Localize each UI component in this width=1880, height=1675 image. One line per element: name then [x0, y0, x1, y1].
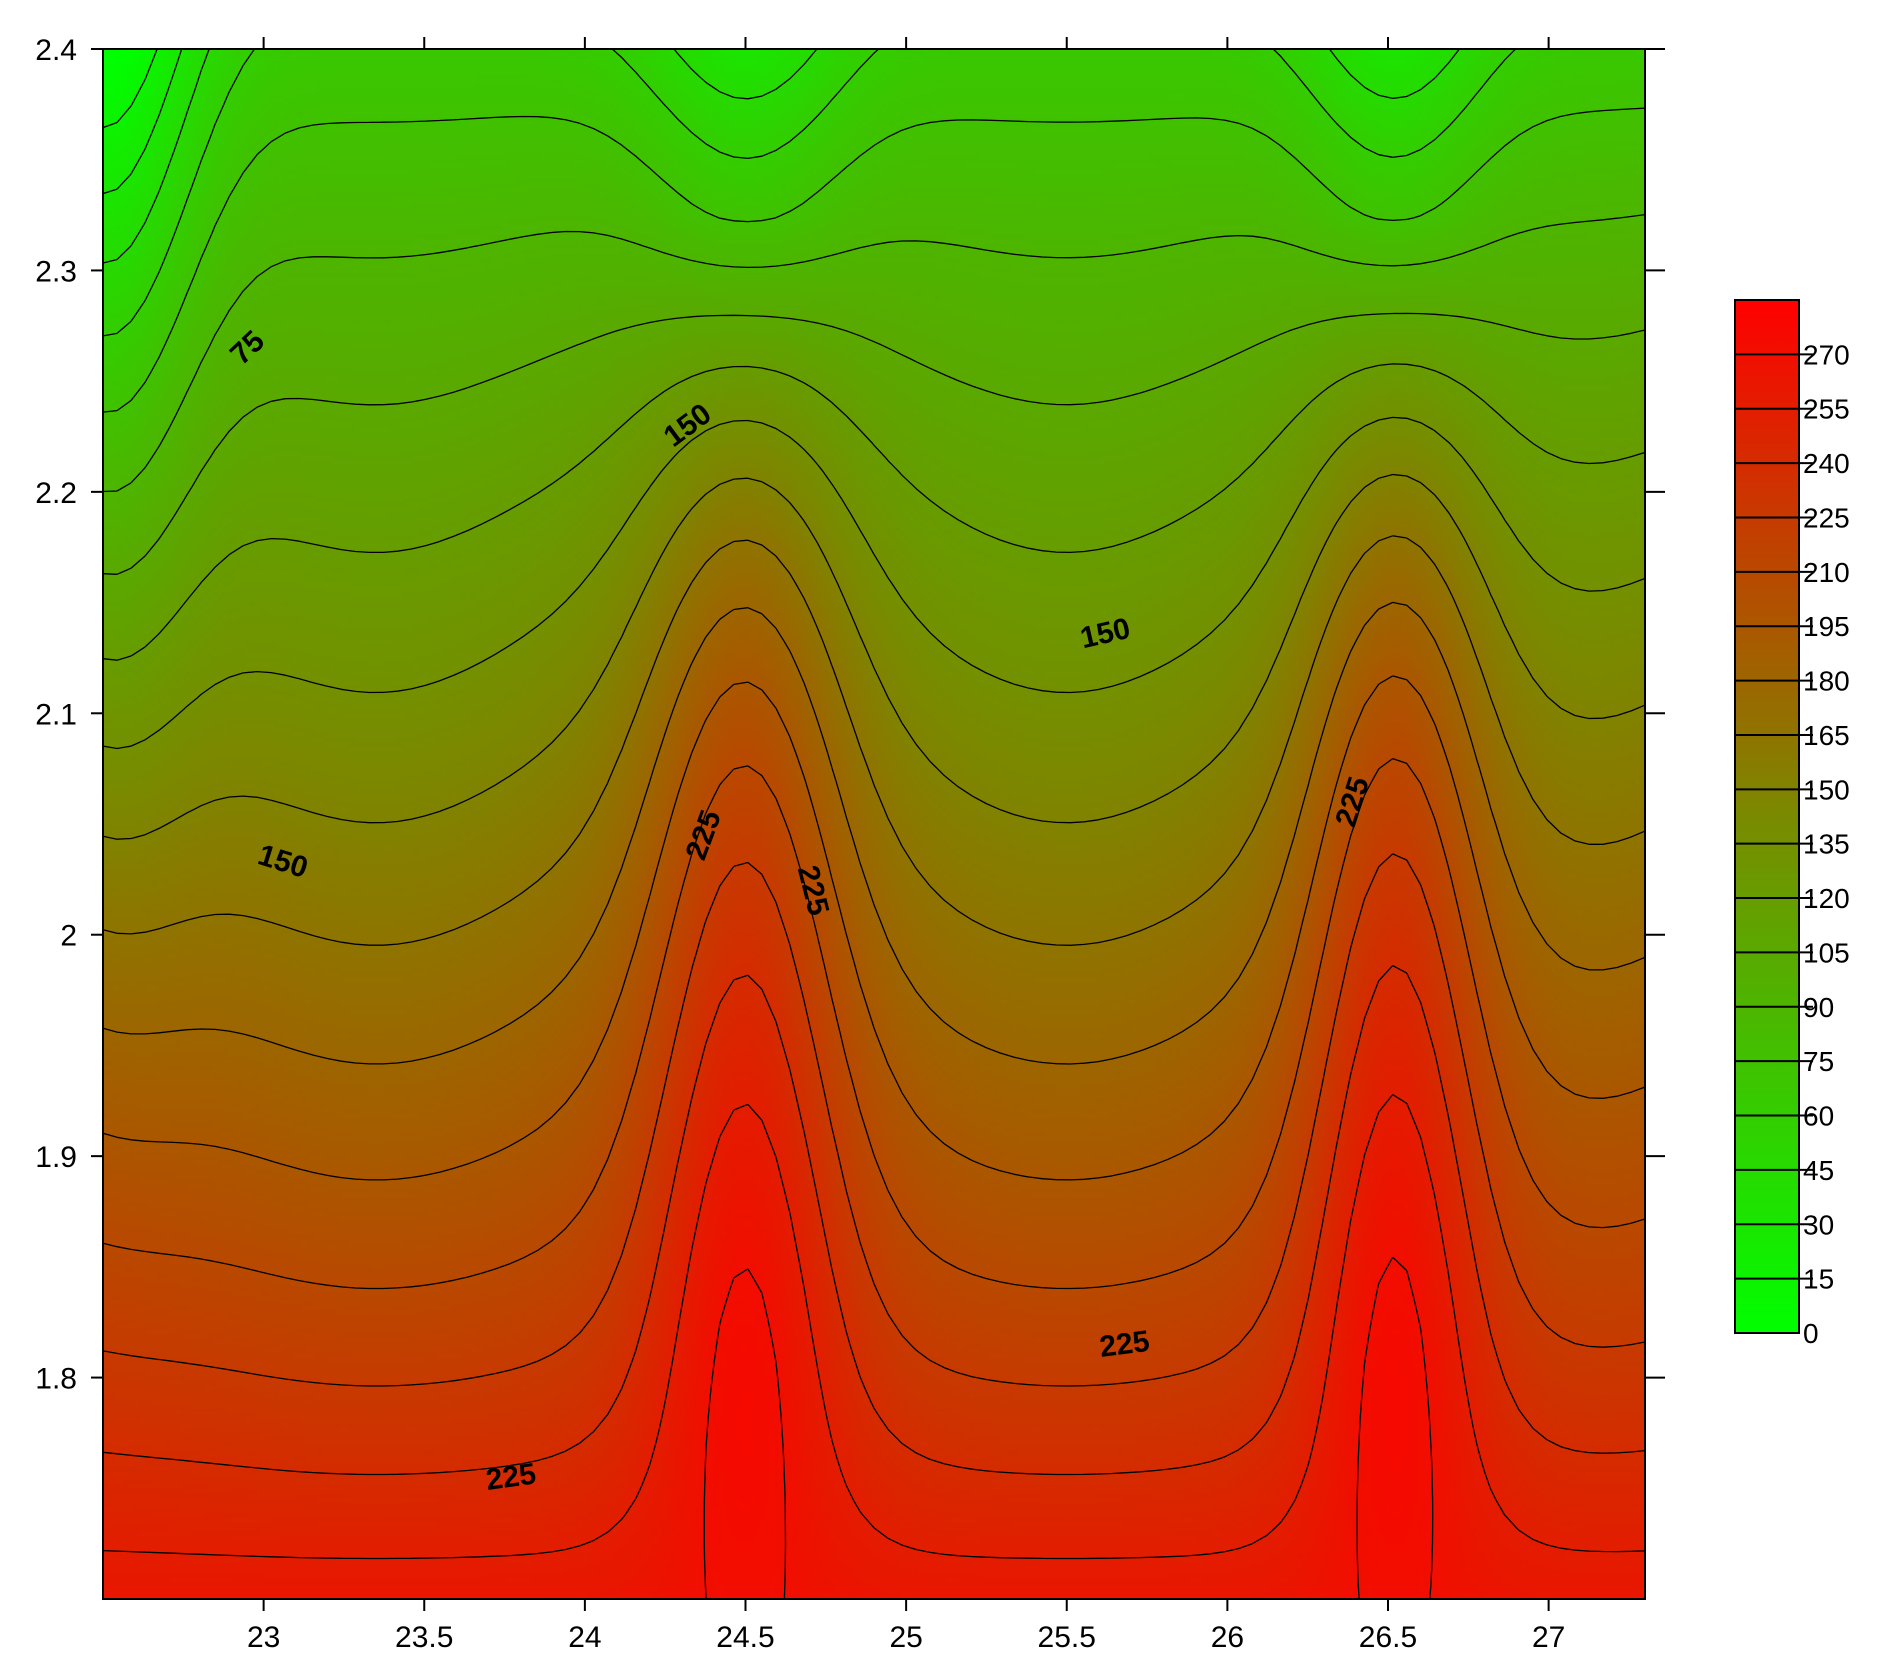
- contour-color-field: [103, 49, 1645, 1599]
- legend-label: 105: [1803, 937, 1850, 968]
- y-tick-label: 2.4: [35, 34, 77, 67]
- contour-label: 225: [1098, 1325, 1152, 1364]
- y-tick-label: 1.8: [35, 1363, 77, 1396]
- plot-frame: [102, 48, 1646, 1600]
- x-tick-label: 24.5: [716, 1621, 774, 1654]
- contour-line-165: [103, 535, 1645, 946]
- y-axis: 1.8 1.9 2 2.1 2.2 2.3 2.4: [35, 34, 1665, 1396]
- contour-line-270: [703, 1256, 1434, 1599]
- contour-line-45: [103, 49, 1460, 264]
- y-tick-label: 2.1: [35, 698, 77, 731]
- legend-label: 75: [1803, 1046, 1834, 1077]
- y-tick-label: 2: [60, 920, 77, 953]
- x-tick-label: 27: [1532, 1621, 1565, 1654]
- legend-label: 165: [1803, 720, 1850, 751]
- contour-line-30: [103, 49, 183, 195]
- contour-line-225: [103, 853, 1645, 1387]
- contour-line-15: [103, 49, 158, 129]
- legend-label: 120: [1803, 883, 1850, 914]
- legend-label: 270: [1803, 339, 1850, 370]
- x-tick-label: 25.5: [1038, 1621, 1096, 1654]
- legend-label: 15: [1803, 1264, 1834, 1295]
- x-tick-label: 24: [568, 1621, 601, 1654]
- legend-color-bar: [1734, 299, 1800, 1334]
- contour-line-195: [103, 675, 1645, 1181]
- x-tick-label: 26: [1211, 1621, 1244, 1654]
- x-axis: 23 23.5 24 24.5 25 25.5 26 26.5 27: [247, 37, 1565, 1654]
- legend-label: 60: [1803, 1101, 1834, 1132]
- legend-label: 135: [1803, 829, 1850, 860]
- contour-line-90: [103, 213, 1645, 493]
- x-tick-label: 26.5: [1359, 1621, 1417, 1654]
- legend-label: 240: [1803, 448, 1850, 479]
- contour-line-210: [103, 757, 1645, 1290]
- contour-line-180: [103, 601, 1645, 1065]
- contour-line-120: [103, 363, 1645, 661]
- legend-label: 150: [1803, 774, 1850, 805]
- legend-label: 0: [1803, 1318, 1819, 1349]
- legend-label: 90: [1803, 992, 1834, 1023]
- y-tick-label: 2.3: [35, 255, 77, 288]
- contour-line-240: [103, 965, 1645, 1476]
- contour-line-255: [103, 1094, 1645, 1560]
- contour-line-75: [103, 107, 1645, 413]
- legend-label: 45: [1803, 1155, 1834, 1186]
- contour-line-105: [103, 312, 1645, 575]
- legend-label: 225: [1803, 502, 1850, 533]
- contour-line-150: [103, 473, 1645, 840]
- legend-label: 30: [1803, 1209, 1834, 1240]
- x-tick-label: 23: [247, 1621, 280, 1654]
- contour-label: 225: [484, 1457, 538, 1496]
- color-legend: 0 15 30 45 60 75 90 105 120 135 150 165 180 195 210 225…: [1734, 299, 1850, 1349]
- contour-line-60: [103, 49, 1516, 337]
- legend-label: 210: [1803, 557, 1850, 588]
- x-tick-label: 23.5: [395, 1621, 453, 1654]
- contour-line-135: [103, 416, 1645, 750]
- legend-label: 180: [1803, 666, 1850, 697]
- y-tick-label: 2.2: [35, 477, 77, 510]
- legend-label: 255: [1803, 394, 1850, 425]
- y-tick-label: 1.9: [35, 1141, 77, 1174]
- legend-label: 195: [1803, 611, 1850, 642]
- x-tick-label: 25: [889, 1621, 922, 1654]
- plot-area: [103, 49, 1645, 1599]
- contour-lines: [103, 49, 1645, 1599]
